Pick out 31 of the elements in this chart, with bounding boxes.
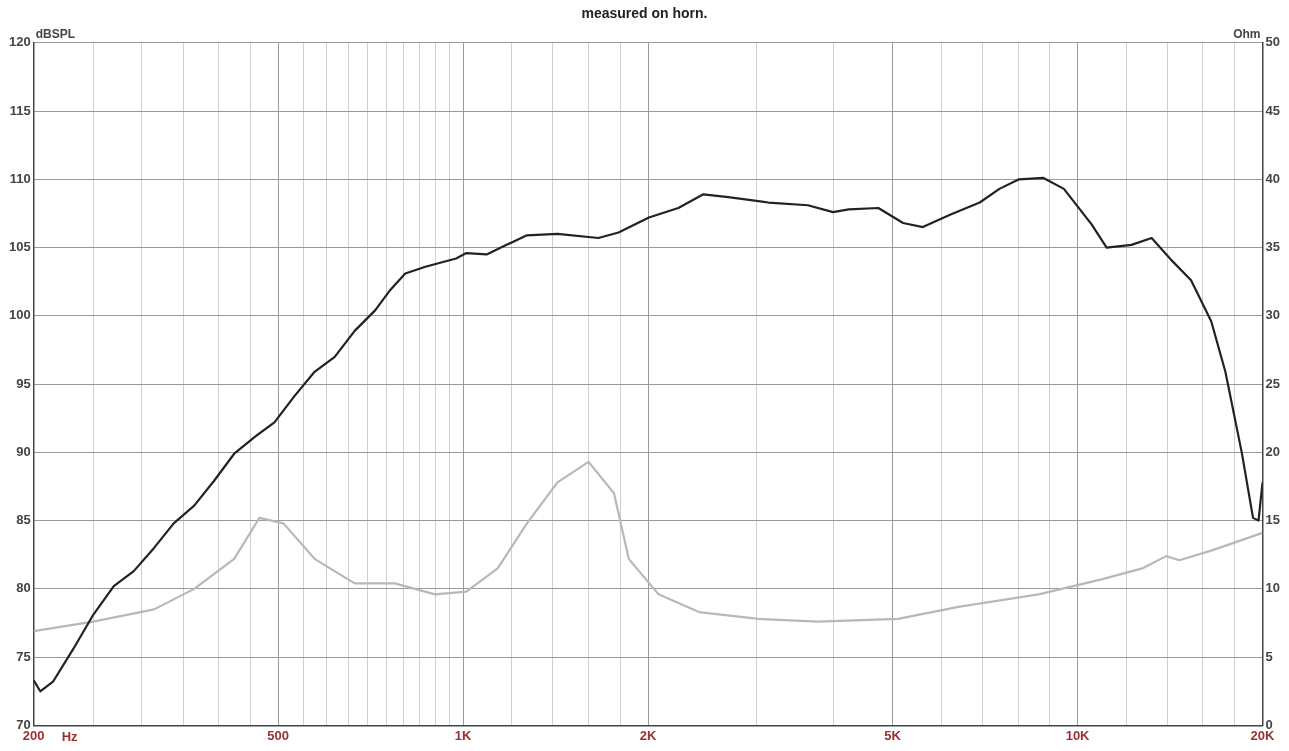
y-tick-label: 120 — [8, 34, 31, 50]
y2-tick-label: 30 — [1265, 307, 1281, 323]
x-tick-label: 500 — [267, 727, 290, 743]
y2-tick-label: 35 — [1265, 239, 1281, 255]
y-tick-label: 105 — [8, 239, 31, 255]
x-tick-label: 1K — [454, 727, 473, 743]
x-tick-label: 5K — [884, 727, 902, 743]
y2-axis-title: Ohm — [1233, 27, 1261, 42]
y2-tick-label: 0 — [1265, 716, 1273, 732]
y2-tick-label: 5 — [1265, 648, 1273, 664]
x-tick-label: 2K — [639, 727, 658, 743]
y-tick-label: 95 — [16, 375, 31, 391]
y2-tick-label: 45 — [1265, 102, 1281, 118]
y2-tick-label: 10 — [1265, 580, 1281, 596]
chart-title: measured on horn. — [581, 5, 708, 22]
y-tick-label: 110 — [9, 170, 31, 186]
y2-tick-label: 20 — [1265, 443, 1281, 459]
y-tick-label: 75 — [16, 648, 31, 664]
y-tick-label: 90 — [16, 443, 31, 459]
y-tick-label: 100 — [8, 307, 31, 323]
y-tick-label: 80 — [16, 580, 31, 596]
y-tick-label: 70 — [16, 716, 31, 732]
y2-tick-label: 40 — [1265, 170, 1281, 186]
y-axis-title: dBSPL — [35, 27, 76, 42]
y2-tick-label: 50 — [1265, 34, 1281, 50]
y2-tick-label: 25 — [1265, 375, 1281, 391]
x-tick-label: 10K — [1065, 727, 1091, 743]
y2-tick-label: 15 — [1265, 512, 1281, 528]
x-axis-title: Hz — [61, 729, 79, 745]
y-tick-label: 115 — [9, 102, 31, 118]
y-tick-label: 85 — [16, 512, 31, 528]
